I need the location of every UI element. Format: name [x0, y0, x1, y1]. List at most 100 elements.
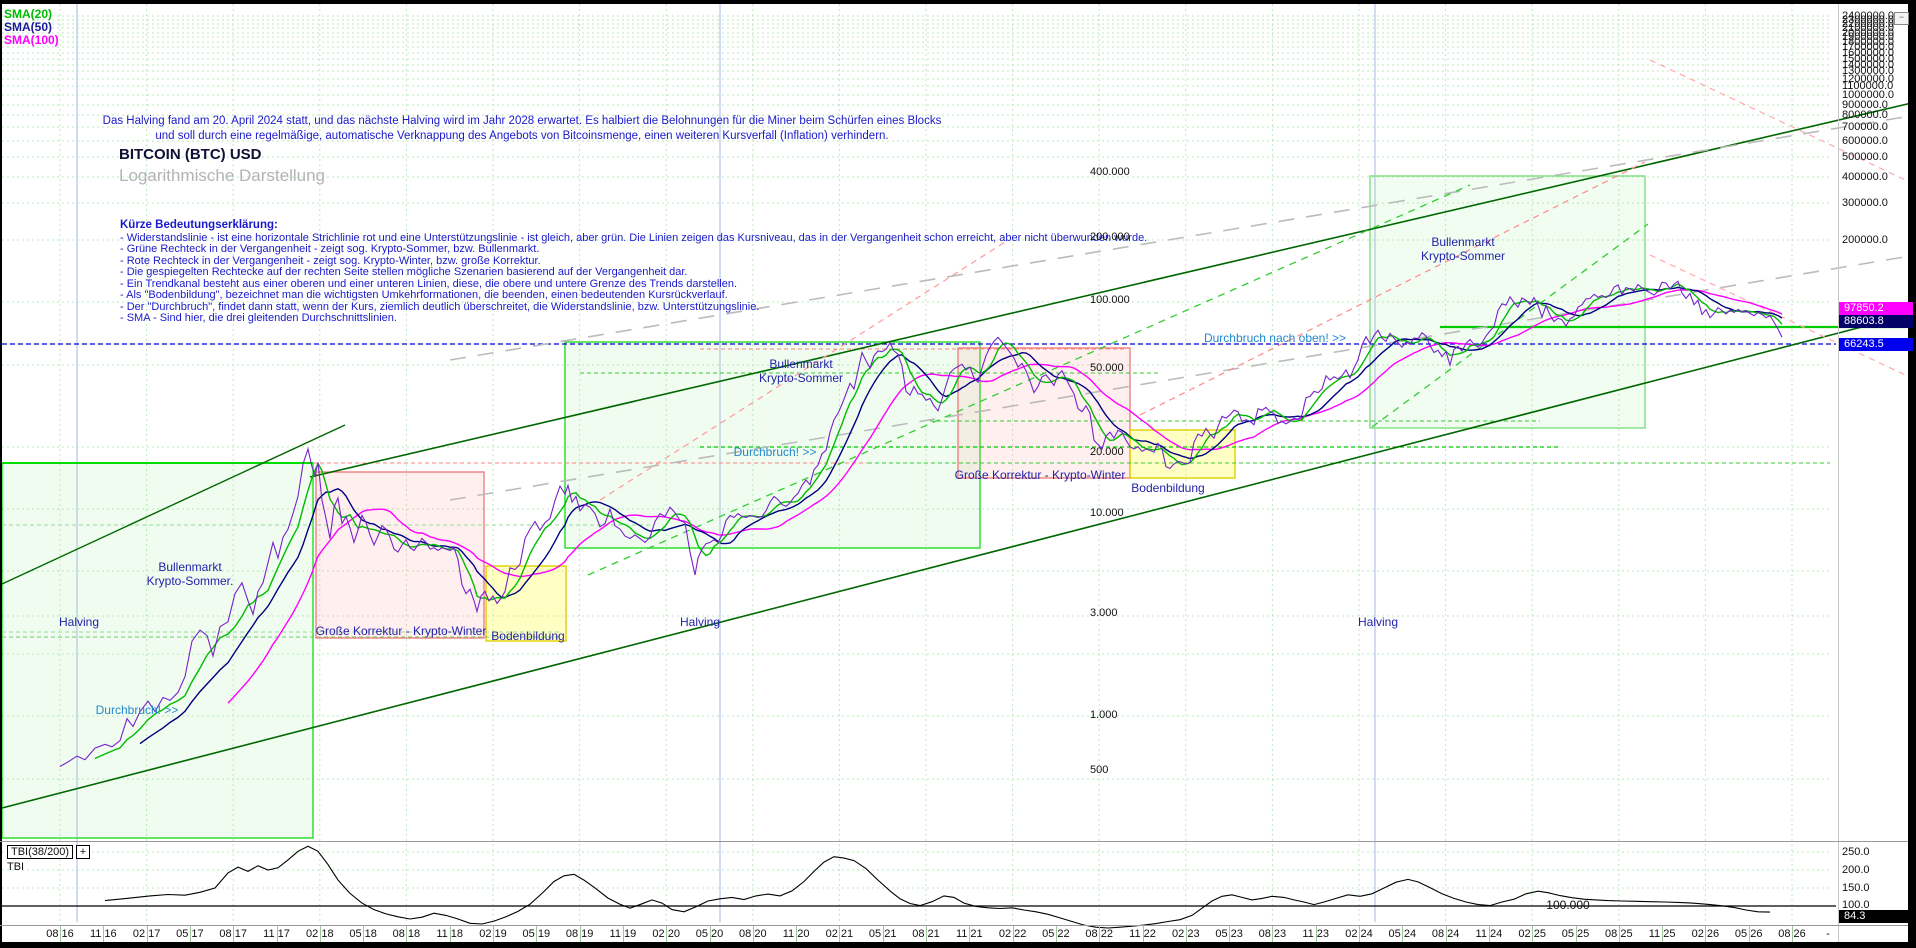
- window-border-left: [0, 0, 2, 948]
- annotation-label: Bullenmarkt Krypto-Sommer: [1420, 235, 1506, 263]
- right-axis-label: 800000.0: [1842, 109, 1888, 121]
- legend-sma100[interactable]: SMA(100): [4, 33, 59, 47]
- indicator-pane-divider[interactable]: [0, 841, 1908, 842]
- right-axis-label: 1800000.0: [1842, 36, 1894, 48]
- right-axis-label: 1400000.0: [1842, 59, 1894, 71]
- annotation-label: Bullenmarkt Krypto-Sommer: [758, 357, 844, 385]
- trend-line: [1, 424, 346, 585]
- x-axis-tick: [103, 926, 105, 942]
- x-axis-tick: [1272, 926, 1274, 942]
- right-axis-label: 2200000.0: [1842, 18, 1894, 30]
- x-axis-label: 11 18: [436, 928, 464, 940]
- right-axis-label: 1700000.0: [1842, 41, 1894, 53]
- x-axis-divider: [0, 925, 1908, 926]
- x-axis-end-dash: -: [1826, 928, 1830, 940]
- x-axis-tick: [1359, 926, 1360, 942]
- explanation-line: - Ein Trendkanal besteht aus einer obere…: [120, 277, 738, 290]
- right-axis-label: 200000.0: [1842, 234, 1888, 246]
- right-axis-label: 600000.0: [1842, 135, 1888, 147]
- x-axis-tick: [1748, 926, 1750, 942]
- x-axis-label: 11 23: [1302, 928, 1330, 940]
- btc-price-line: [59, 280, 1783, 767]
- annotation-label: Durchbruch! >>: [95, 703, 179, 717]
- x-axis-label: 05 25: [1561, 928, 1590, 940]
- right-axis-label: 1900000.0: [1842, 31, 1894, 43]
- x-axis-label: 08 17: [219, 928, 247, 940]
- legend-sma50[interactable]: SMA(50): [4, 20, 53, 34]
- scale-subtitle: Logarithmische Darstellung: [119, 166, 325, 185]
- x-axis-label: 11 20: [782, 928, 810, 940]
- x-axis-label: 05 19: [522, 928, 551, 940]
- explanation-line: - Widerstandslinie - ist eine horizontal…: [120, 231, 1148, 244]
- legend-sma20[interactable]: SMA(20): [4, 7, 53, 21]
- market-phase-box: [485, 565, 567, 642]
- mid-axis-price-label: 50.000: [1090, 362, 1124, 374]
- x-axis-label: 02 25: [1518, 928, 1546, 940]
- mid-axis-price-label: 400.000: [1090, 166, 1130, 178]
- page-title: BITCOIN (BTC) USD: [119, 146, 262, 163]
- annotation-label: Bullenmarkt Krypto-Sommer.: [146, 560, 234, 588]
- right-axis-label: 1500000.0: [1842, 53, 1894, 65]
- price-tag: 66243.5: [1839, 338, 1913, 351]
- x-axis-label: 02 21: [825, 928, 854, 940]
- sma100-line: [227, 289, 1783, 704]
- collapse-axis-button[interactable]: −: [1894, 12, 1909, 25]
- window-border-bottom: [0, 942, 1916, 948]
- x-axis-label: 08 19: [565, 928, 594, 940]
- x-axis-tick: [536, 926, 538, 942]
- annotation-label: Durchbruch nach oben! >>: [1203, 331, 1347, 345]
- x-axis-tick: [146, 926, 148, 942]
- x-axis-tick: [406, 926, 408, 942]
- add-indicator-button[interactable]: +: [76, 845, 90, 859]
- x-axis-label: 11 17: [263, 928, 290, 940]
- trend-line: [449, 114, 1916, 361]
- x-axis-label: 08 22: [1085, 928, 1113, 940]
- x-axis-label: 08 16: [46, 928, 74, 940]
- annotation-label: Große Korrektur - Krypto-Winter: [315, 624, 487, 638]
- right-axis-label: 1600000.0: [1842, 47, 1894, 59]
- price-tag: 97850.2: [1839, 302, 1913, 315]
- right-axis-label: 2000000.0: [1842, 27, 1894, 39]
- x-axis-label: 02 22: [998, 928, 1027, 940]
- market-phase-box: [315, 471, 485, 639]
- x-axis-tick: [1575, 926, 1577, 942]
- x-axis-tick: [882, 926, 884, 942]
- x-axis-tick: [709, 926, 711, 942]
- x-axis-tick: [1012, 926, 1014, 942]
- x-axis-tick: [1792, 926, 1793, 942]
- mid-axis-price-label: 10.000: [1090, 507, 1124, 519]
- x-axis-label: 08 20: [739, 928, 767, 940]
- explanation-line: - SMA - Sind hier, die drei gleitenden D…: [120, 312, 397, 324]
- x-axis-label: 05 18: [349, 928, 377, 940]
- x-axis-tick: [189, 926, 191, 942]
- x-axis-label: 08 21: [912, 928, 940, 940]
- annotation-label: 100.000: [1546, 898, 1590, 912]
- indicator-name-box[interactable]: TBI(38/200): [7, 845, 74, 859]
- annotation-label: Große Korrektur - Krypto-Winter: [954, 468, 1126, 482]
- x-axis-tick: [1055, 926, 1057, 942]
- right-axis-label: 400000.0: [1842, 171, 1888, 183]
- indicator-last-value-tag: 84.3: [1839, 910, 1913, 923]
- x-axis-tick: [233, 926, 235, 942]
- market-phase-box: [1129, 429, 1236, 479]
- right-axis-label: 1000000.0: [1842, 89, 1894, 101]
- explanation-block: Kürze Bedeutungserklärung: - Widerstands…: [120, 219, 1148, 325]
- x-axis-tick: [839, 926, 841, 942]
- x-axis-label: 02 18: [306, 928, 334, 940]
- annotation-label: Halving: [1357, 615, 1399, 629]
- right-axis-label: 1100000.0: [1842, 80, 1894, 92]
- trend-line: [1649, 254, 1916, 381]
- x-axis-tick: [60, 926, 61, 942]
- x-axis-label: 11 22: [1129, 928, 1156, 940]
- mid-axis-price-label: 500: [1090, 764, 1109, 776]
- window-border-top: [0, 0, 1916, 4]
- halving-note: Das Halving fand am 20. April 2024 statt…: [88, 114, 956, 144]
- x-axis-label: 08 18: [392, 928, 421, 940]
- x-axis-tick: [319, 926, 321, 942]
- halving-note-line2: und soll durch eine regelmäßige, automat…: [155, 130, 889, 142]
- trend-line: [309, 101, 1916, 478]
- x-axis-label: 05 21: [868, 928, 897, 940]
- explanation-line: - Als "Bodenbildung", bezeichnet man die…: [120, 289, 728, 301]
